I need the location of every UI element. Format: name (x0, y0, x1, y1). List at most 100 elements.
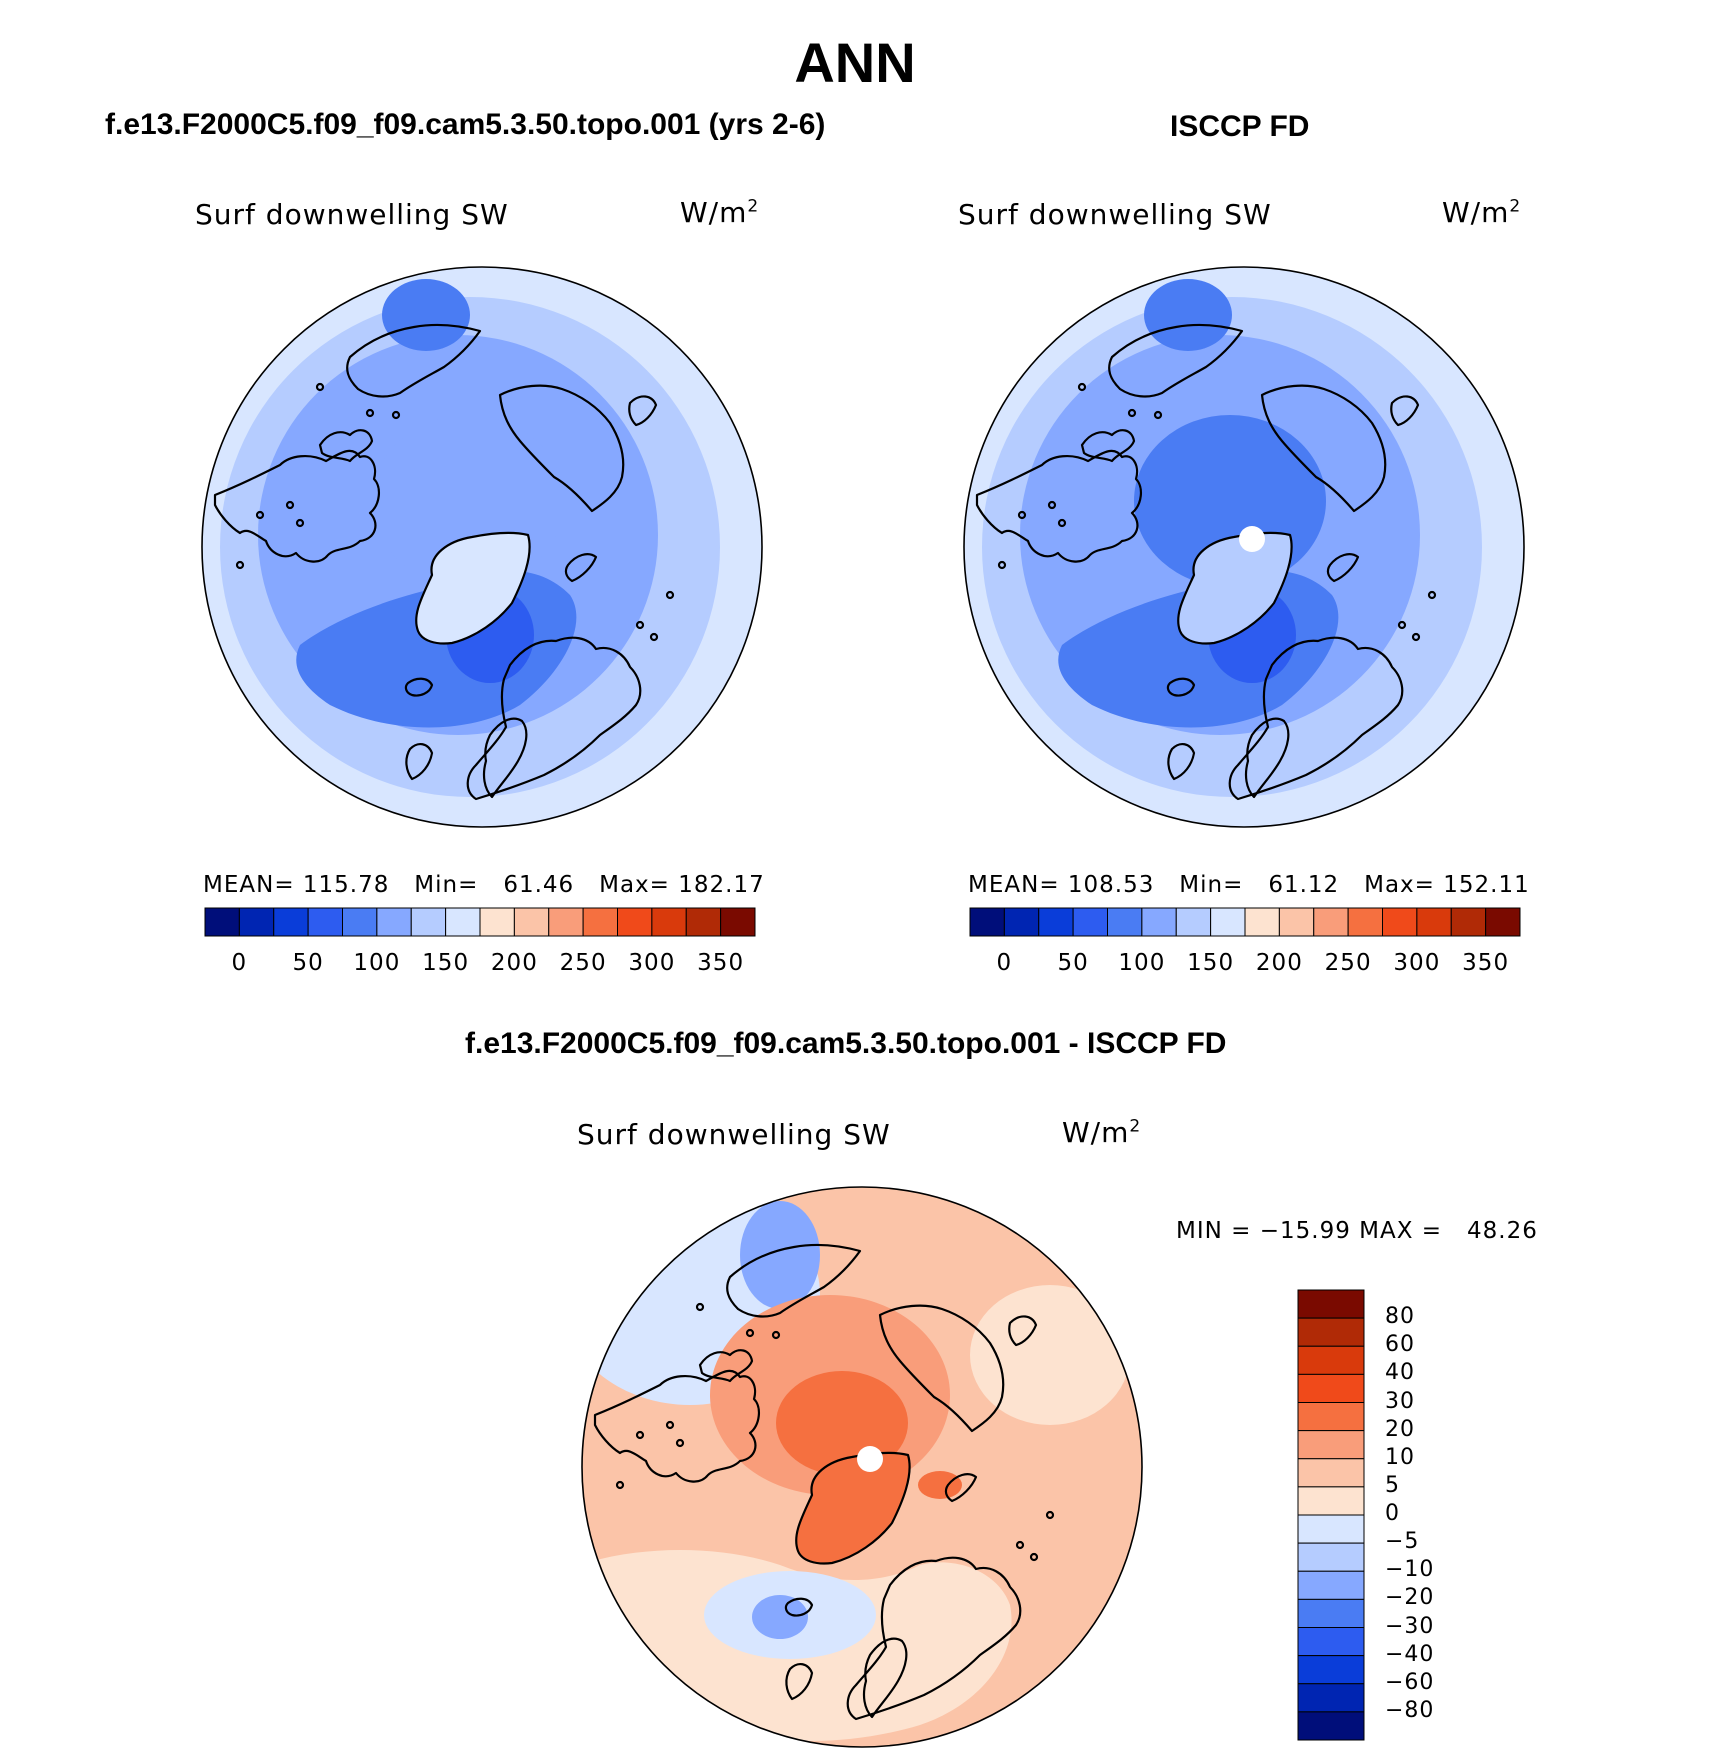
obs-colorbar (969, 907, 1521, 937)
map-field (202, 267, 762, 827)
coastline-kamchatka (1390, 395, 1420, 427)
colorbar-tick-label: 0 (1385, 1501, 1400, 1526)
coastline-island (615, 1480, 625, 1490)
coastline-eurasia (846, 1556, 1022, 1721)
colorbar-tick-label: 200 (490, 950, 538, 976)
colorbar-swatch (1297, 1683, 1365, 1713)
colorbar-tick-label: −10 (1385, 1557, 1435, 1583)
colorbar-swatch (720, 907, 756, 937)
colorbar-swatch (685, 907, 722, 937)
coastline-island (1127, 408, 1137, 418)
colorbar-tick-label: 30 (1385, 1388, 1415, 1414)
colorbar-swatch (1210, 907, 1246, 937)
coastline-island (1047, 500, 1057, 510)
coastline-greenland (415, 531, 531, 645)
coastline-scandinavia (862, 1637, 908, 1719)
model-variable-label: Surf downwelling SW (195, 198, 509, 231)
coastline-island (315, 382, 325, 392)
coastline-island (635, 620, 645, 630)
coastlines (975, 323, 1437, 801)
field-greenland (1178, 532, 1292, 644)
colorbar-swatch (1297, 1402, 1365, 1432)
field-bering (1144, 279, 1232, 351)
field-kara-pos (918, 1471, 962, 1499)
colorbar-swatch (376, 907, 412, 937)
colorbar-swatch (1141, 907, 1177, 937)
obs-units-label: W/m2 (1442, 196, 1522, 229)
obs-stats: MEAN= 108.53 Min= 61.12 Max= 152.11 (968, 872, 1530, 898)
colorbar-tick-label: 150 (422, 950, 470, 976)
coastline-island (997, 560, 1007, 570)
colorbar-swatch (1297, 1345, 1365, 1375)
colorbar-swatch (1297, 1570, 1365, 1600)
colorbar-swatch (1297, 1373, 1365, 1403)
colorbar-tick-label: 150 (1187, 950, 1235, 976)
colorbar-tick-label: 20 (1385, 1416, 1415, 1442)
colorbar-tick-label: 200 (1255, 950, 1303, 976)
coastline-island (771, 1330, 781, 1340)
obs-panel-header: ISCCP FD (1170, 110, 1310, 143)
coastline-canada (975, 449, 1142, 563)
coastlines (213, 323, 675, 801)
coastline-archipelago (318, 429, 374, 463)
colorbar-tick-label: −20 (1385, 1585, 1435, 1611)
coastline-island (1077, 382, 1087, 392)
missing-data-pole (857, 1446, 883, 1472)
coastline-eurasia (1228, 636, 1404, 801)
coastline-archipelago (1080, 429, 1136, 463)
coastline-kamchatka (628, 395, 658, 427)
colorbar-swatch (1297, 1627, 1365, 1657)
coastlines (593, 1243, 1055, 1721)
coastline-siberia (878, 1304, 1005, 1433)
coastline-island (365, 408, 375, 418)
field-greenland (416, 532, 530, 644)
colorbar-swatch (651, 907, 687, 937)
colorbar-swatch (342, 907, 378, 937)
coastline-island (649, 632, 659, 642)
field-atlantic-core-neg (752, 1595, 808, 1639)
colorbar-swatch (273, 907, 309, 937)
colorbar-tick-label: 100 (353, 950, 401, 976)
diff-units-label: W/m2 (1062, 1116, 1142, 1149)
coastline-island (285, 500, 295, 510)
colorbar-tick-label: 100 (1118, 950, 1166, 976)
colorbar-tick-label: −30 (1385, 1613, 1435, 1639)
coastline-uk (405, 743, 434, 781)
model-panel-header: f.e13.F2000C5.f09_f09.cam5.3.50.topo.001… (105, 108, 826, 141)
coastline-island (295, 518, 305, 528)
field-alaska-neg (740, 1201, 820, 1309)
colorbar-swatch (1416, 907, 1452, 937)
model-colorbar (204, 907, 756, 937)
colorbar-swatch (1297, 1430, 1365, 1460)
colorbar-swatch (1244, 907, 1280, 937)
coastline-island (235, 560, 245, 570)
diff-panel-header: f.e13.F2000C5.f09_f09.cam5.3.50.topo.001… (465, 1027, 1227, 1060)
main-title: ANN (794, 31, 916, 94)
colorbar-swatch (1297, 1486, 1365, 1516)
coastline-novaya (564, 553, 598, 583)
colorbar-swatch (1347, 907, 1383, 937)
colorbar-swatch (1072, 907, 1108, 937)
colorbar-swatch (307, 907, 343, 937)
missing-data-pole (1239, 526, 1265, 552)
colorbar-swatch (1382, 907, 1418, 937)
coastline-island (1153, 410, 1163, 420)
coastline-island (1397, 620, 1407, 630)
colorbar-swatch (204, 907, 240, 937)
difference-polar-map (581, 1186, 1143, 1748)
coastline-island (1045, 1510, 1055, 1520)
map-boundary-circle (963, 266, 1525, 828)
colorbar-tick-label: 350 (697, 950, 745, 976)
colorbar-tick-label: 5 (1385, 1472, 1400, 1498)
map-boundary-circle (201, 266, 763, 828)
colorbar-tick-label: 80 (1385, 1304, 1415, 1330)
coastline-scandinavia (1244, 717, 1290, 799)
map-field (582, 1187, 1142, 1747)
colorbar-swatch (238, 907, 275, 937)
coastline-island (1029, 1552, 1039, 1562)
coastline-island (695, 1302, 705, 1312)
colorbar-swatch (513, 907, 550, 937)
colorbar-swatch (1297, 1514, 1365, 1544)
obs-polar-map (963, 266, 1525, 828)
colorbar-swatch (1297, 1289, 1365, 1319)
